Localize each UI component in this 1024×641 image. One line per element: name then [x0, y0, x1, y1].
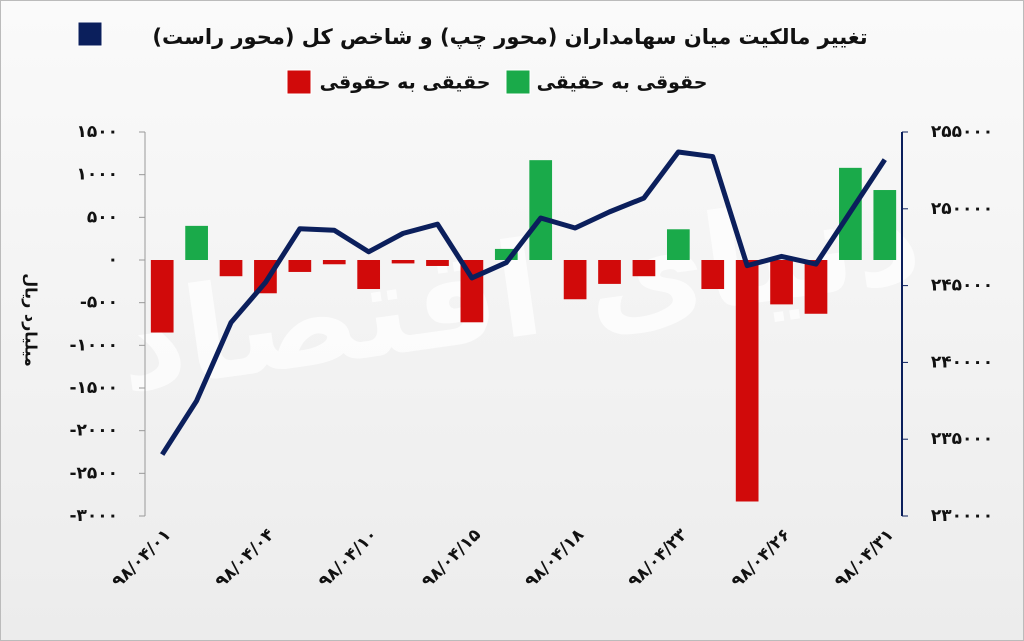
bar — [666, 229, 690, 260]
bar — [357, 260, 381, 290]
y-tick-label: -۱۰۰۰ — [69, 335, 118, 355]
bar — [598, 260, 621, 284]
y-tick-label: ۰ — [108, 250, 118, 270]
bar — [322, 260, 346, 265]
y2-tick-label: ۲۳۵۰۰۰ — [931, 429, 993, 449]
bar — [254, 260, 277, 294]
y-axis-label: میلیارد ریال — [22, 273, 41, 367]
bar — [219, 260, 243, 277]
bar — [735, 260, 759, 502]
y-tick-label: -۲۵۰۰ — [69, 463, 118, 483]
bar — [150, 260, 174, 333]
legend-label: حقیقی به حقوقی — [320, 72, 491, 94]
bar — [426, 260, 449, 266]
y2-tick-label: ۲۴۰۰۰۰ — [931, 352, 993, 372]
y2-tick-label: ۲۵۵۰۰۰ — [931, 122, 993, 142]
index-line — [160, 149, 887, 456]
legend-swatch — [77, 21, 103, 47]
bar — [185, 225, 208, 260]
bar — [563, 260, 587, 300]
bar — [494, 248, 518, 260]
bar — [529, 160, 553, 260]
y2-tick-label: ۲۵۰۰۰۰ — [931, 199, 993, 219]
bar — [701, 260, 725, 290]
legend-label: حقوقی به حقیقی — [537, 72, 708, 94]
bar — [804, 260, 828, 314]
bar — [632, 260, 656, 277]
bar — [288, 260, 312, 272]
y-tick-label: ۱۵۰۰ — [76, 122, 118, 142]
y-tick-label: -۵۰۰ — [80, 293, 118, 313]
bar — [873, 190, 897, 260]
y-tick-label: ۵۰۰ — [87, 207, 118, 227]
legend-swatch — [505, 69, 531, 95]
bar — [770, 260, 793, 305]
y-tick-label: ۱۰۰۰ — [76, 165, 118, 185]
y-tick-label: -۲۰۰۰ — [69, 421, 118, 441]
y2-tick-label: ۲۴۵۰۰۰ — [931, 276, 993, 296]
chart-title: تغییر مالکیت میان سهامداران (محور چپ) و … — [152, 25, 867, 49]
bar — [391, 260, 415, 264]
legend-swatch — [286, 69, 312, 95]
y-tick-label: -۱۵۰۰ — [69, 378, 118, 398]
y-tick-label: -۳۰۰۰ — [69, 506, 118, 526]
y2-tick-label: ۲۳۰۰۰۰ — [931, 506, 993, 526]
